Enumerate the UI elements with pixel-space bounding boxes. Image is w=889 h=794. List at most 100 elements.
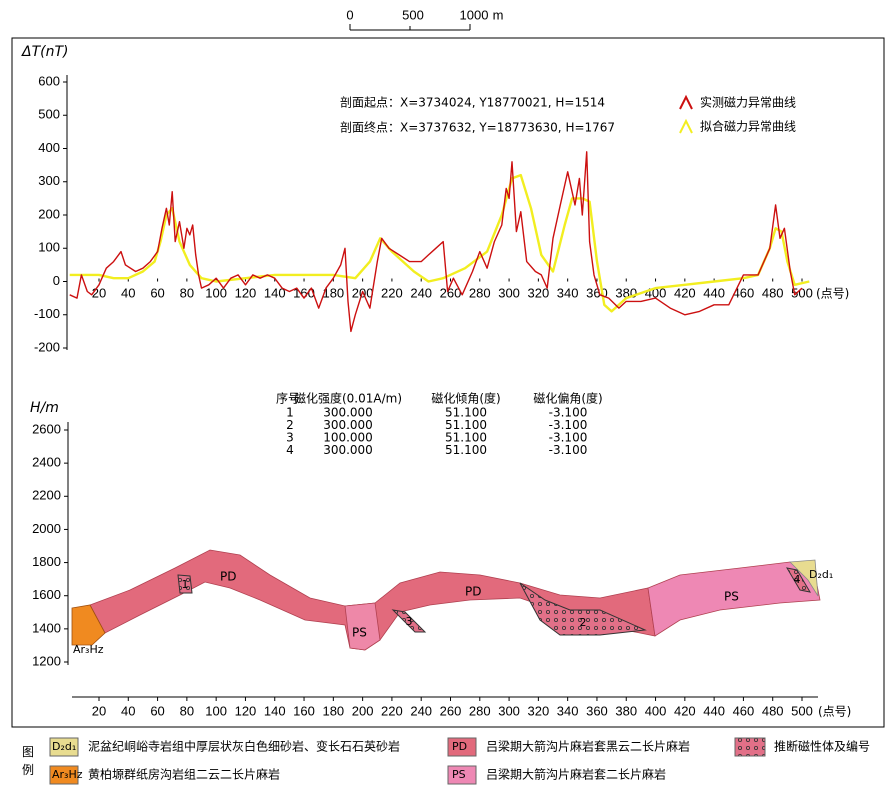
x-tick-label: 120	[235, 703, 257, 718]
x-tick-label: 260	[440, 703, 462, 718]
x-tick-label: 260	[440, 285, 462, 300]
legend-code: D₂d₁	[52, 740, 76, 753]
scale-label: 0	[346, 7, 353, 22]
annotation: 剖面终点：X=3737632, Y=18773630, H=1767	[340, 120, 615, 135]
y-axis-label: ΔT(nT)	[21, 44, 68, 60]
table-cell: 51.100	[445, 406, 487, 420]
legend-swatch	[49, 737, 79, 757]
table-cell: 51.100	[445, 443, 487, 457]
x-tick-label: 360	[586, 285, 608, 300]
y-tick-label: 1600	[32, 587, 61, 602]
x-tick-label: 40	[121, 703, 135, 718]
x-axis-label: (点号)	[818, 705, 851, 719]
legend-label: 拟合磁力异常曲线	[700, 119, 796, 134]
scale-label: 1000	[460, 7, 489, 22]
table-header: 磁化强度(0.01A/m)	[294, 391, 402, 406]
geologic-section	[71, 549, 821, 651]
x-tick-label: 160	[293, 703, 315, 718]
table-cell: 4	[286, 443, 294, 457]
legend-swatch	[447, 737, 477, 757]
legend-title: 图例	[22, 745, 34, 777]
table-cell: 51.100	[445, 431, 487, 445]
unit-ps	[647, 561, 821, 637]
x-tick-label: 440	[703, 285, 725, 300]
magnetic-body	[391, 609, 427, 633]
body-label: 3	[406, 615, 413, 628]
y-tick-label: 500	[38, 107, 60, 122]
table-header: 序号	[276, 391, 300, 406]
x-tick-label: 420	[674, 703, 696, 718]
unit-label: PD	[220, 570, 236, 584]
x-tick-label: 80	[180, 285, 194, 300]
x-tick-label: 280	[469, 285, 491, 300]
y-tick-label: 2400	[32, 455, 61, 470]
x-tick-label: 20	[92, 285, 106, 300]
x-tick-label: 100	[205, 703, 227, 718]
x-tick-label: 140	[264, 703, 286, 718]
y-tick-label: 2200	[32, 488, 61, 503]
table-cell: 300.000	[323, 406, 373, 420]
table-cell: 300.000	[323, 443, 373, 457]
table-cell: 1	[286, 406, 294, 420]
y-axis-label: H/m	[30, 400, 59, 416]
y-tick-label: 0	[53, 273, 60, 288]
table-header: 磁化倾角(度)	[431, 391, 500, 406]
body-label: 1	[182, 578, 189, 591]
x-tick-label: 180	[322, 703, 344, 718]
unit-label: PS	[352, 626, 367, 640]
legend-text: 推断磁性体及编号	[774, 739, 870, 754]
x-tick-label: 340	[557, 703, 579, 718]
legend-text: 吕梁期大箭沟片麻岩套黑云二长片麻岩	[486, 739, 690, 754]
x-tick-label: 440	[703, 703, 725, 718]
annotation: 剖面起点：X=3734024, Y18770021, H=1514	[340, 96, 605, 110]
legend-label: 实测磁力异常曲线	[700, 95, 796, 110]
x-tick-label: 300	[498, 285, 520, 300]
x-tick-label: 460	[733, 285, 755, 300]
table-cell: -3.100	[549, 431, 588, 445]
x-tick-label: 240	[410, 703, 432, 718]
legend-code: PS	[452, 768, 466, 781]
x-tick-label: 100	[205, 285, 227, 300]
x-tick-label: 280	[469, 703, 491, 718]
y-tick-label: 1400	[32, 620, 61, 635]
x-tick-label: 420	[674, 285, 696, 300]
unit-ps	[344, 602, 381, 651]
y-tick-label: -100	[34, 306, 60, 321]
x-tick-label: 220	[381, 703, 403, 718]
body-label: 2	[580, 616, 587, 629]
x-tick-label: 180	[322, 285, 344, 300]
legend-text: 黄柏塬群纸房沟岩组二云二长片麻岩	[88, 767, 280, 782]
y-tick-label: 2000	[32, 521, 61, 536]
x-tick-label: 60	[150, 703, 164, 718]
frame	[11, 37, 885, 728]
x-tick-label: 480	[762, 703, 784, 718]
unit-ar	[71, 604, 106, 646]
x-tick-label: 320	[528, 285, 550, 300]
scale-unit: m	[493, 7, 504, 22]
y-tick-label: 1200	[32, 653, 61, 668]
x-tick-label: 400	[645, 703, 667, 718]
series-line	[69, 173, 810, 313]
y-tick-label: 1800	[32, 554, 61, 569]
x-tick-label: 120	[235, 285, 257, 300]
table-cell: 2	[286, 418, 294, 432]
legend-swatch	[734, 737, 766, 757]
x-tick-label: 500	[791, 703, 813, 718]
y-tick-label: 400	[38, 140, 60, 155]
x-tick-label: 460	[733, 703, 755, 718]
legend-code: PD	[452, 740, 467, 753]
x-axis-label: (点号)	[816, 287, 849, 301]
unit-d	[789, 559, 819, 597]
series-line	[69, 151, 803, 333]
y-tick-label: 200	[38, 206, 60, 221]
table-cell: -3.100	[549, 418, 588, 432]
table-cell: 3	[286, 431, 294, 445]
magnetic-body	[177, 574, 193, 594]
y-tick-label: 100	[38, 240, 60, 255]
body-label: 4	[794, 573, 801, 586]
legend-swatch	[447, 765, 477, 785]
y-tick-label: 300	[38, 173, 60, 188]
table-cell: 51.100	[445, 418, 487, 432]
x-tick-label: 200	[352, 703, 374, 718]
x-tick-label: 160	[293, 285, 315, 300]
